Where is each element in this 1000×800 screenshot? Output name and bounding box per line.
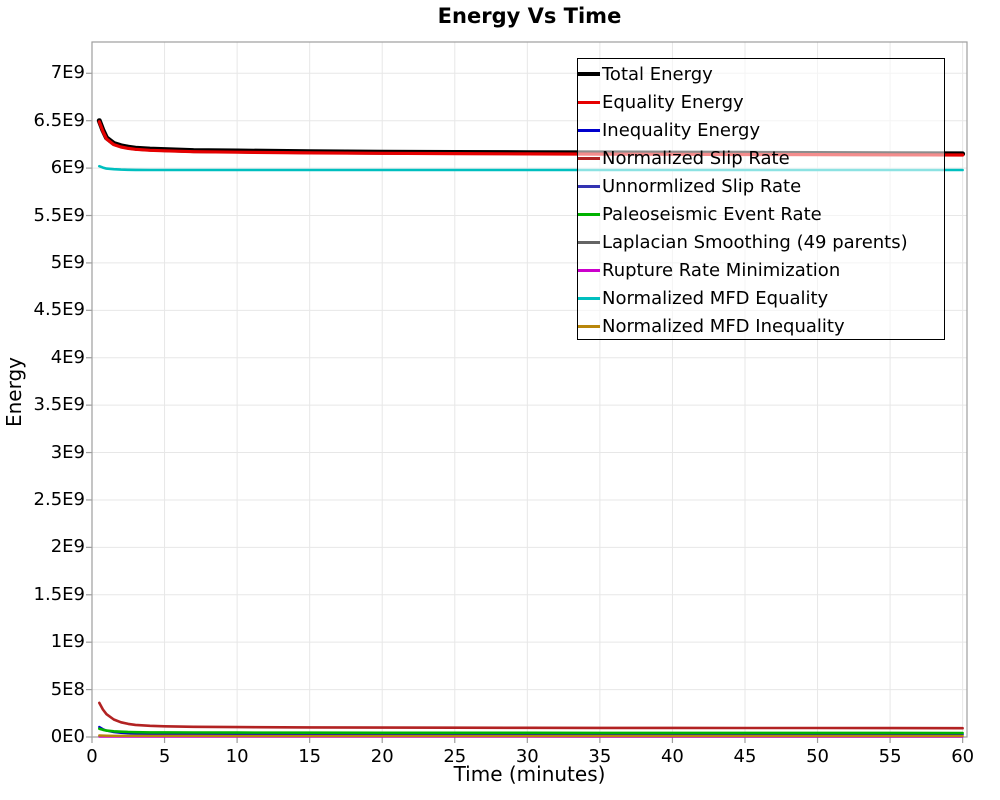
x-axis-title: Time (minutes) xyxy=(453,762,606,786)
x-tick-label: 30 xyxy=(515,746,539,767)
y-tick-label: 3E9 xyxy=(50,441,85,463)
legend-line-swatch xyxy=(578,184,600,188)
legend-item: Normalized Slip Rate xyxy=(578,144,944,172)
y-tick-label: 5E8 xyxy=(50,678,85,700)
x-tick-label: 15 xyxy=(298,746,322,767)
legend-item-label: Equality Energy xyxy=(602,91,744,113)
legend-item: Inequality Energy xyxy=(578,116,944,144)
legend-item: Normalized MFD Equality xyxy=(578,284,944,312)
legend-line-swatch xyxy=(578,324,600,328)
legend-item-label: Inequality Energy xyxy=(602,119,761,141)
y-tick-label: 6.5E9 xyxy=(33,109,85,131)
legend-item-label: Paleoseismic Event Rate xyxy=(602,203,822,225)
x-tick-label: 10 xyxy=(225,746,249,767)
legend-line-swatch xyxy=(578,156,600,160)
x-tick-label: 55 xyxy=(878,746,902,767)
legend-item: Unnormlized Slip Rate xyxy=(578,172,944,200)
y-tick-label: 7E9 xyxy=(50,62,85,84)
legend-item-label: Unnormlized Slip Rate xyxy=(602,175,802,197)
x-tick-label: 35 xyxy=(588,746,612,767)
legend-item: Equality Energy xyxy=(578,88,944,116)
y-tick-label: 0E0 xyxy=(50,726,85,747)
chart-title: Energy Vs Time xyxy=(437,4,622,28)
y-tick-label: 3.5E9 xyxy=(33,394,85,416)
legend-line-swatch xyxy=(578,240,600,244)
legend-line-swatch xyxy=(578,212,600,216)
y-tick-label: 1.5E9 xyxy=(33,583,85,605)
x-tick-label: 45 xyxy=(733,746,757,767)
y-tick-label: 4E9 xyxy=(50,346,85,368)
y-tick-label: 5E9 xyxy=(50,251,85,273)
legend-item-label: Total Energy xyxy=(602,63,713,85)
y-tick-label: 2E9 xyxy=(50,536,85,558)
legend-item: Normalized MFD Inequality xyxy=(578,312,944,340)
legend-item-label: Normalized Slip Rate xyxy=(602,147,790,169)
x-tick-label: 20 xyxy=(370,746,394,767)
y-tick-label: 5.5E9 xyxy=(33,204,85,226)
legend-line-swatch xyxy=(578,268,600,272)
axis-tick-marks xyxy=(86,72,964,743)
legend-item-label: Laplacian Smoothing (49 parents) xyxy=(602,231,908,253)
legend-item: Rupture Rate Minimization xyxy=(578,256,944,284)
legend-line-swatch xyxy=(578,296,600,300)
x-tick-label: 5 xyxy=(158,746,171,767)
legend-line-swatch xyxy=(578,72,600,76)
series-line xyxy=(98,701,964,730)
y-axis-title: Energy xyxy=(2,356,26,428)
legend-item-label: Normalized MFD Inequality xyxy=(602,315,845,337)
y-tick-label: 1E9 xyxy=(50,631,85,653)
x-tick-label: 25 xyxy=(443,746,467,767)
legend-line-swatch xyxy=(578,128,600,132)
x-tick-label: 0 xyxy=(86,746,98,767)
legend-item: Total Energy xyxy=(578,60,944,88)
x-tick-label: 50 xyxy=(806,746,829,767)
legend-item-label: Rupture Rate Minimization xyxy=(602,259,841,281)
x-tick-label: 40 xyxy=(660,746,684,767)
x-tick-label: 60 xyxy=(951,746,975,767)
series-line xyxy=(98,727,964,735)
y-tick-label: 2.5E9 xyxy=(33,488,85,510)
y-tick-label: 4.5E9 xyxy=(33,299,85,321)
legend-item-label: Normalized MFD Equality xyxy=(602,287,829,309)
legend-box: Total Energy Equality Energy Inequality En… xyxy=(577,58,945,340)
y-tick-label: 6E9 xyxy=(50,157,85,179)
legend-item: Laplacian Smoothing (49 parents) xyxy=(578,228,944,256)
legend-item: Paleoseismic Event Rate xyxy=(578,200,944,228)
legend-line-swatch xyxy=(578,100,600,104)
